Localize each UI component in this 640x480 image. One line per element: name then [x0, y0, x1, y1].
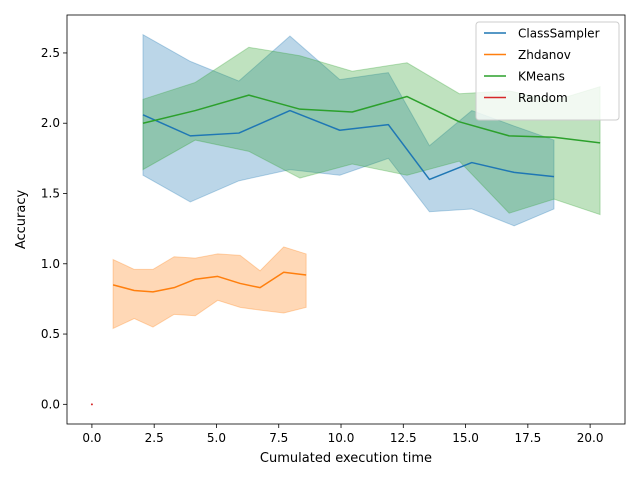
x-tick-label: 0.0: [82, 431, 101, 445]
x-tick-label: 20.0: [577, 431, 604, 445]
band-kmeans: [142, 46, 601, 216]
x-tick-label: 2.5: [145, 431, 164, 445]
x-tick-label: 15.0: [452, 431, 479, 445]
y-tick-label: 2.5: [41, 46, 60, 60]
legend-label: Random: [518, 91, 568, 105]
legend-item-zhdanov: Zhdanov: [484, 48, 571, 62]
legend-item-classsampler: ClassSampler: [484, 27, 600, 41]
confidence-bands: [112, 33, 601, 330]
y-axis: 0.0 0.5 1.0 1.5 2.0 2.5: [41, 46, 67, 411]
x-tick-label: 10.0: [328, 431, 355, 445]
x-tick-label: 7.5: [269, 431, 288, 445]
plot-frame: [66, 14, 626, 425]
x-tick-label: 5.0: [207, 431, 226, 445]
x-axis: 0.0 2.5 5.0 7.5 10.0 12.5 15.0 17.5 20.0: [82, 424, 603, 445]
x-axis-label: Cumulated execution time: [260, 451, 432, 466]
legend: ClassSampler Zhdanov KMeans Random: [475, 21, 620, 121]
y-axis-label: Accuracy: [14, 190, 29, 250]
series-markers: [90, 403, 93, 406]
y-tick-label: 0.5: [41, 327, 60, 341]
line-zhdanov: [112, 271, 307, 293]
legend-box: [475, 21, 620, 121]
y-tick-label: 1.0: [41, 257, 60, 271]
legend-item-random: Random: [484, 91, 568, 105]
band-classsampler: [142, 33, 555, 227]
line-classsampler: [142, 109, 555, 181]
y-tick-label: 2.0: [41, 116, 60, 130]
legend-item-kmeans: KMeans: [484, 70, 565, 84]
band-zhdanov: [112, 246, 307, 330]
y-tick-label: 0.0: [41, 397, 60, 411]
x-tick-label: 17.5: [514, 431, 541, 445]
x-tick-label: 12.5: [390, 431, 417, 445]
series-lines: [112, 94, 601, 293]
legend-label: ClassSampler: [518, 27, 600, 41]
point-random: [90, 403, 93, 406]
y-tick-label: 1.5: [41, 186, 60, 200]
legend-label: KMeans: [518, 70, 565, 84]
legend-label: Zhdanov: [518, 48, 571, 62]
line-kmeans: [142, 94, 601, 144]
